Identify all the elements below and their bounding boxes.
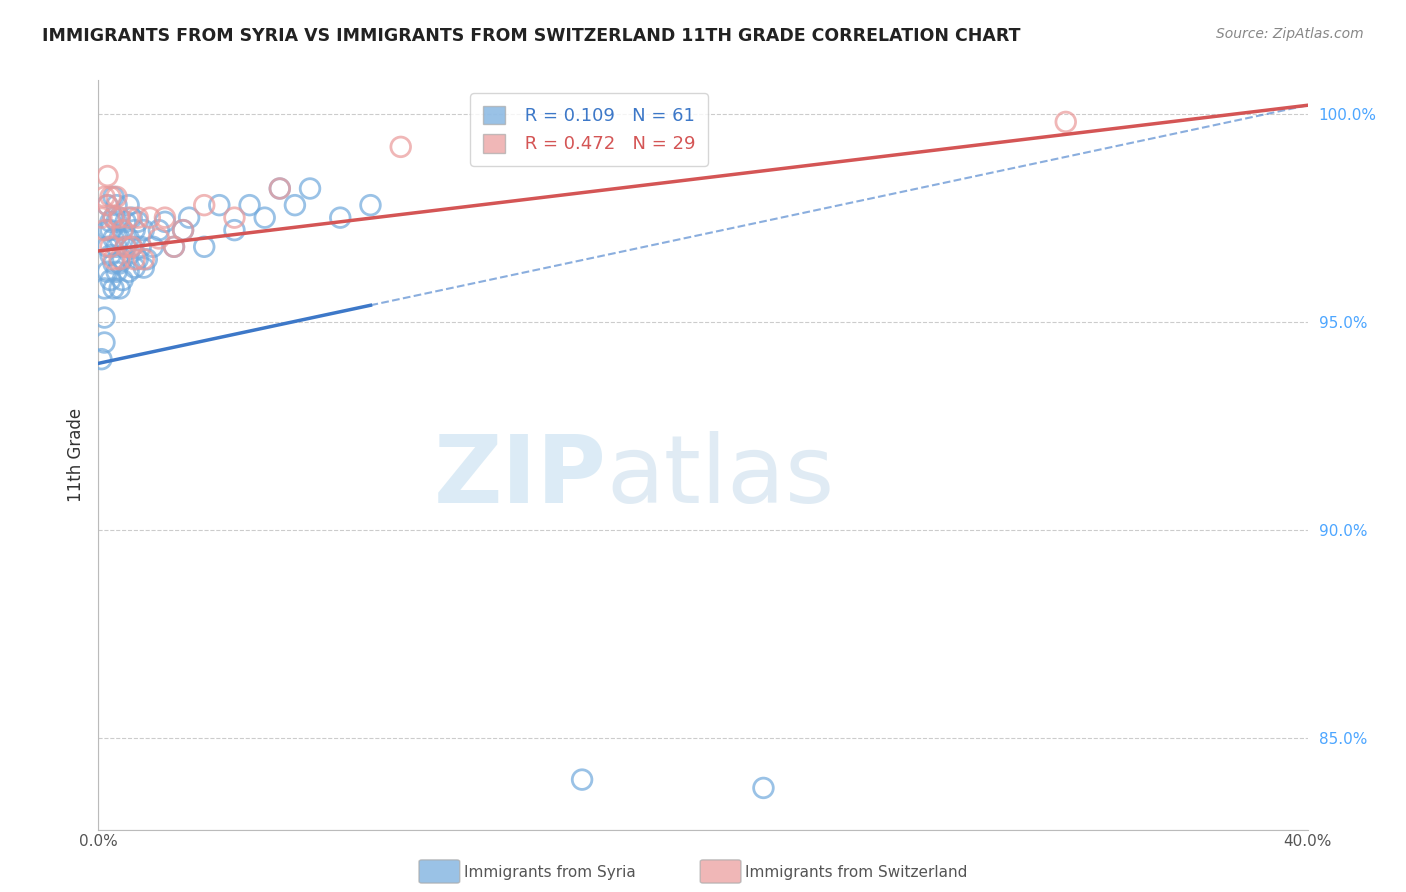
Point <box>103 281 125 295</box>
Point <box>121 240 143 254</box>
Point <box>111 223 134 237</box>
Point <box>124 223 146 237</box>
Point <box>114 240 136 254</box>
Point <box>360 198 382 212</box>
Point <box>139 211 162 225</box>
Point <box>103 252 125 267</box>
Point <box>93 335 115 350</box>
Point <box>132 223 155 237</box>
Point <box>105 240 128 254</box>
Point <box>111 252 134 267</box>
Point <box>118 231 141 245</box>
Point <box>93 190 115 204</box>
Point <box>105 198 128 212</box>
Point <box>93 310 115 325</box>
Point <box>118 198 141 212</box>
Text: Source: ZipAtlas.com: Source: ZipAtlas.com <box>1216 27 1364 41</box>
Point <box>93 281 115 295</box>
Point <box>153 211 176 225</box>
Point <box>132 260 155 275</box>
Point <box>118 265 141 279</box>
Point <box>193 240 215 254</box>
Point <box>100 248 122 262</box>
Point <box>100 240 122 254</box>
Point <box>253 211 276 225</box>
Point <box>103 211 125 225</box>
Point <box>224 211 246 225</box>
Point <box>103 256 125 270</box>
Point <box>193 198 215 212</box>
Point <box>111 273 134 287</box>
Point <box>96 198 118 212</box>
Point <box>121 240 143 254</box>
Point <box>100 190 122 204</box>
Point <box>129 240 152 254</box>
Point <box>148 231 170 245</box>
Point <box>179 211 201 225</box>
Point <box>224 223 246 237</box>
Point <box>103 190 125 204</box>
Point <box>108 211 131 225</box>
Point <box>127 215 149 229</box>
Point <box>100 215 122 229</box>
Y-axis label: 11th Grade: 11th Grade <box>66 408 84 502</box>
Point <box>127 211 149 225</box>
Point <box>96 240 118 254</box>
Legend:  R = 0.109   N = 61,  R = 0.472   N = 29: R = 0.109 N = 61, R = 0.472 N = 29 <box>470 93 709 166</box>
Point <box>103 211 125 225</box>
Point <box>111 223 134 237</box>
Point <box>148 223 170 237</box>
Point <box>100 223 122 237</box>
Point <box>269 181 291 195</box>
Point <box>90 352 112 367</box>
Point <box>284 198 307 212</box>
Point <box>163 240 186 254</box>
Point <box>90 211 112 225</box>
Point <box>100 273 122 287</box>
Point <box>208 198 231 212</box>
Point <box>163 240 186 254</box>
Point <box>172 223 194 237</box>
Text: ZIP: ZIP <box>433 432 606 524</box>
Point <box>96 223 118 237</box>
Point <box>329 211 352 225</box>
Point <box>121 211 143 225</box>
Point <box>96 198 118 212</box>
Point <box>96 169 118 183</box>
Point <box>108 281 131 295</box>
Point <box>135 252 157 267</box>
Point <box>1054 115 1077 129</box>
Text: IMMIGRANTS FROM SYRIA VS IMMIGRANTS FROM SWITZERLAND 11TH GRADE CORRELATION CHAR: IMMIGRANTS FROM SYRIA VS IMMIGRANTS FROM… <box>42 27 1021 45</box>
Point <box>172 223 194 237</box>
Point <box>124 260 146 275</box>
Point <box>127 252 149 267</box>
Point <box>108 211 131 225</box>
Point <box>299 181 322 195</box>
Point <box>132 252 155 267</box>
Point <box>108 252 131 267</box>
Point <box>93 223 115 237</box>
Point <box>389 140 412 154</box>
Point <box>142 240 165 254</box>
Point <box>108 256 131 270</box>
Point <box>269 181 291 195</box>
Text: Immigrants from Switzerland: Immigrants from Switzerland <box>745 865 967 880</box>
Point <box>571 772 593 787</box>
Text: atlas: atlas <box>606 432 835 524</box>
Point <box>108 231 131 245</box>
Point <box>96 265 118 279</box>
Point <box>239 198 262 212</box>
Point <box>752 780 775 795</box>
Point <box>114 215 136 229</box>
Point <box>105 265 128 279</box>
Text: Immigrants from Syria: Immigrants from Syria <box>464 865 636 880</box>
Point <box>105 190 128 204</box>
Point <box>153 215 176 229</box>
Point <box>124 252 146 267</box>
Point <box>105 215 128 229</box>
Point <box>118 211 141 225</box>
Point <box>114 240 136 254</box>
Point <box>103 231 125 245</box>
